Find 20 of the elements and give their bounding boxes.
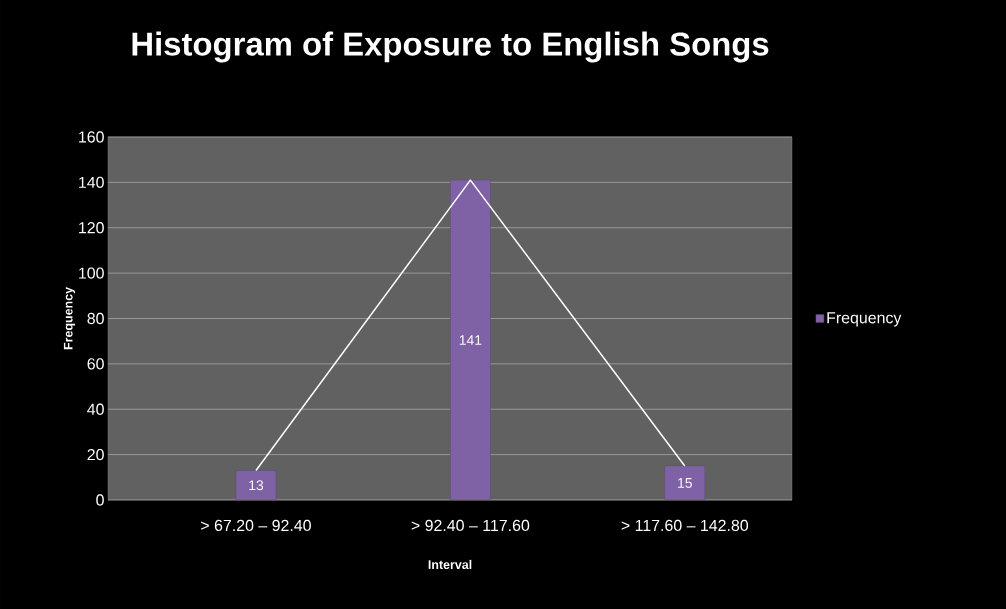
- data-label: 13: [249, 480, 264, 491]
- data-label: 15: [678, 478, 692, 488]
- y-tick-label: 80: [87, 312, 104, 325]
- y-tick-label: 40: [87, 403, 104, 415]
- x-axis-title: Interval: [428, 559, 472, 570]
- y-tick-label: 0: [96, 494, 104, 506]
- y-axis-title: Frequency: [63, 287, 76, 350]
- data-label: 141: [459, 335, 482, 345]
- y-tick-label: 60: [87, 358, 104, 370]
- bar: [450, 179, 491, 500]
- x-tick-label: > 92.40 – 117.60: [411, 519, 530, 532]
- legend-label: Frequency: [827, 312, 902, 327]
- chart-title: Histogram of Exposure to English Songs: [132, 31, 769, 63]
- x-tick-label: > 117.60 – 142.80: [621, 519, 749, 532]
- y-tick-label: 100: [79, 267, 104, 279]
- y-tick-label: 20: [87, 448, 104, 461]
- y-tick-label: 120: [79, 222, 104, 234]
- y-tick-label: 160: [79, 131, 104, 143]
- x-tick-label: > 67.20 – 92.40: [201, 519, 311, 532]
- y-tick-label: 140: [79, 176, 104, 188]
